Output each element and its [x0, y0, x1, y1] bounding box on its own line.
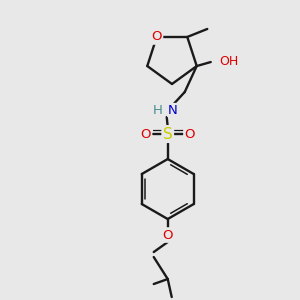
Text: H: H — [153, 103, 163, 116]
Text: O: O — [184, 128, 195, 140]
Text: N: N — [168, 103, 178, 116]
Text: O: O — [152, 31, 162, 44]
Text: S: S — [163, 127, 172, 142]
Text: O: O — [140, 128, 151, 140]
Text: O: O — [163, 229, 173, 242]
Text: OH: OH — [220, 55, 239, 68]
